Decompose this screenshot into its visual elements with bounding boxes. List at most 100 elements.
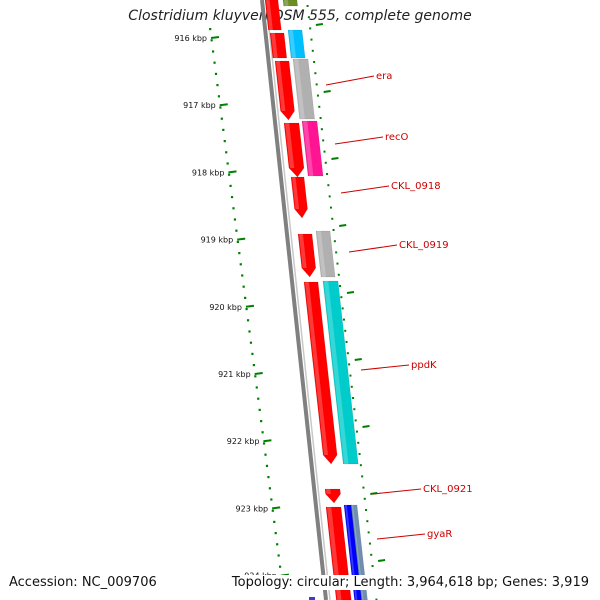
track-tick xyxy=(323,90,331,93)
track-tick xyxy=(377,559,386,562)
ruler-dot xyxy=(228,173,231,176)
genome-stats-text: Topology: circular; Length: 3,964,618 bp… xyxy=(228,575,589,590)
ruler-dot xyxy=(257,397,260,400)
kbp-ruler: 916 kbp 917 kbp 918 kbp 919 kbp 920 kbp 921 k… xyxy=(174,5,386,600)
track-dot xyxy=(365,509,368,511)
ruler-tick-label: 918 kbp xyxy=(192,168,225,177)
gene-red-5[interactable] xyxy=(297,233,317,278)
track-dot xyxy=(371,565,374,567)
ruler-dot xyxy=(225,151,228,154)
label-leader-CKL_0918 xyxy=(340,185,390,194)
track-dot xyxy=(366,520,369,523)
gene-ppdK-highlight xyxy=(324,281,349,464)
ruler-dot xyxy=(229,184,232,187)
ruler-tick xyxy=(254,372,263,375)
track-dot xyxy=(319,117,322,119)
ruler-dot xyxy=(241,274,244,277)
gene-CKL_0919[interactable] xyxy=(315,230,336,278)
gene-red-5-highlight xyxy=(299,234,307,268)
label-leader-gyaR xyxy=(376,533,426,540)
gene-labels[interactable]: era recO CKL_0918 CKL_0919 ppdK CKL_0921 gyaR xyxy=(325,71,473,540)
gene-label-gyaR[interactable]: gyaR xyxy=(427,529,452,540)
track-dot xyxy=(306,5,309,7)
track-dot xyxy=(310,38,313,41)
gene-red-0[interactable] xyxy=(264,0,282,31)
track-dot xyxy=(328,195,331,198)
track-dot xyxy=(344,329,347,332)
track-dot xyxy=(333,240,336,243)
track-dot xyxy=(341,307,344,310)
ruler-dot xyxy=(222,128,225,131)
track-dot xyxy=(336,262,339,265)
ruler-dot xyxy=(230,196,234,199)
ruler-dot xyxy=(254,375,257,378)
gene-features[interactable] xyxy=(264,0,368,600)
track-tick xyxy=(346,291,355,294)
ruler-dot xyxy=(212,50,215,53)
ruler-tick-label: 920 kbp xyxy=(209,303,242,312)
ruler-dot xyxy=(265,464,269,467)
ruler-dot xyxy=(255,386,258,389)
track-dot xyxy=(324,161,327,164)
gene-era[interactable] xyxy=(292,58,315,120)
track-dot xyxy=(314,72,317,75)
ruler-dot xyxy=(268,487,271,490)
ruler-dot xyxy=(245,308,248,311)
genome-backbone xyxy=(260,0,331,600)
gene-CKL_0919-highlight xyxy=(317,231,326,277)
track-dot xyxy=(331,217,334,220)
track-dot xyxy=(362,486,365,489)
backbone-line xyxy=(260,0,328,600)
gene-red-3-highlight xyxy=(285,123,295,168)
gene-recO-highlight xyxy=(303,121,314,176)
ruler-dot xyxy=(209,28,212,31)
track-dot xyxy=(329,206,332,209)
ruler-dot xyxy=(233,218,237,221)
gene-red-1[interactable] xyxy=(269,32,288,59)
ruler-dot xyxy=(271,509,274,512)
gene-red-4[interactable] xyxy=(290,176,308,219)
ruler-dot xyxy=(278,565,282,568)
map-title: Clostridium kluyveri DSM 555, complete g… xyxy=(128,8,472,24)
gene-label-recO[interactable]: recO xyxy=(385,132,409,143)
gene-olive-highlight xyxy=(284,0,289,6)
gene-recO[interactable] xyxy=(301,120,324,177)
gene-label-CKL_0919[interactable]: CKL_0919 xyxy=(399,240,449,251)
track-dot xyxy=(318,105,321,108)
gene-label-CKL_0921[interactable]: CKL_0921 xyxy=(423,484,473,495)
track-dot xyxy=(368,542,371,545)
gene-olive[interactable] xyxy=(282,0,298,7)
gene-ppdK[interactable] xyxy=(322,280,359,465)
track-dot xyxy=(339,285,342,287)
accession-text: Accession: NC_009706 xyxy=(9,575,157,590)
track-tick xyxy=(315,23,324,26)
gene-label-CKL_0918[interactable]: CKL_0918 xyxy=(391,181,441,192)
gene-red-0-highlight xyxy=(266,0,273,30)
track-dot xyxy=(337,273,340,276)
ruler-tick-label: 922 kbp xyxy=(227,437,260,446)
ruler-dot xyxy=(214,72,218,75)
backbone-highlight xyxy=(265,0,331,600)
gene-red-2[interactable] xyxy=(274,60,295,121)
track-dot xyxy=(350,385,353,388)
ruler-dot xyxy=(238,252,241,255)
ruler-dot xyxy=(235,229,238,232)
label-leader-era xyxy=(325,75,375,86)
gene-red-7[interactable] xyxy=(324,488,341,504)
track-dot xyxy=(370,553,373,556)
gene-red-6[interactable] xyxy=(303,281,338,465)
ruler-dot xyxy=(219,106,222,109)
track-tick xyxy=(354,358,362,361)
gene-label-era[interactable]: era xyxy=(376,71,392,82)
ruler-dot xyxy=(262,442,266,445)
gene-skyblue[interactable] xyxy=(287,29,306,59)
ruler-tick xyxy=(219,103,228,107)
ruler-dot xyxy=(260,420,263,423)
gene-label-ppdK[interactable]: ppdK xyxy=(411,360,437,371)
ruler-dot xyxy=(248,330,251,333)
ruler-dot xyxy=(220,117,223,120)
label-leader-CKL_0919 xyxy=(348,244,398,253)
ruler-dot xyxy=(216,84,219,87)
gene-red-3[interactable] xyxy=(283,122,305,178)
